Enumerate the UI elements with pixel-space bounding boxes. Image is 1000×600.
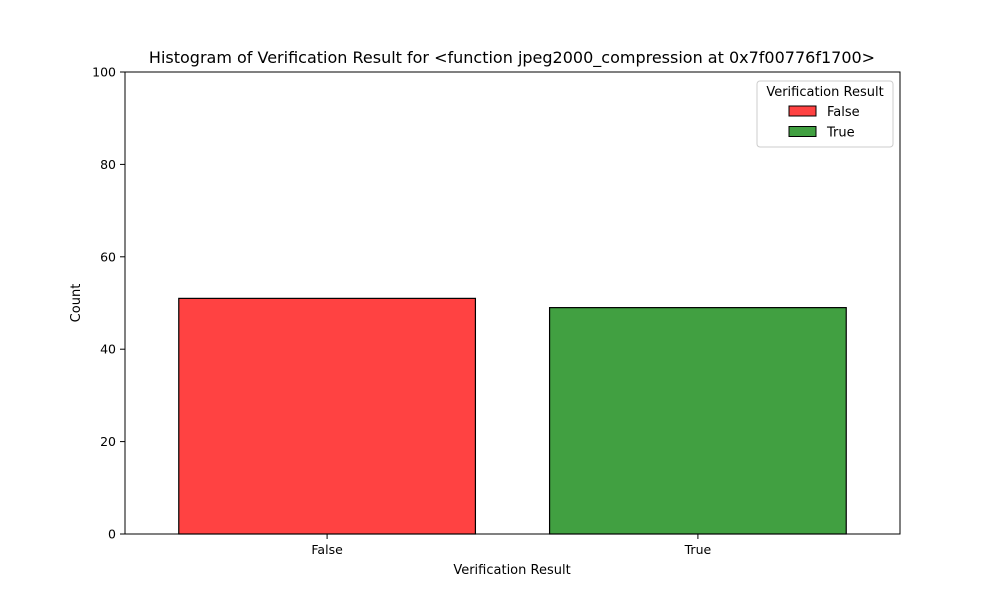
legend-swatch-false	[788, 105, 817, 117]
y-tick-label: 80	[100, 157, 116, 172]
y-axis-label: Count	[69, 284, 84, 323]
legend-label-true: True	[826, 126, 855, 141]
bar-true	[548, 307, 847, 535]
bars-layer	[178, 297, 847, 535]
chart-title: Histogram of Verification Result for <fu…	[149, 48, 875, 68]
legend-swatch-true	[788, 126, 817, 137]
y-tick-label: 20	[100, 434, 116, 449]
legend-label-false: False	[827, 105, 860, 120]
y-axis: 0 20 40 60 80 100	[92, 65, 125, 542]
plot-frame	[124, 71, 901, 535]
x-tick-label: False	[311, 542, 343, 557]
x-tick-label: True	[684, 542, 712, 557]
legend-entries: False True	[788, 105, 860, 141]
legend-title: Verification Result	[766, 85, 883, 100]
y-tick-label: 0	[108, 527, 116, 542]
y-tick-label: 100	[92, 65, 116, 80]
y-tick-label: 40	[100, 342, 116, 357]
bar-false	[178, 297, 477, 535]
legend: Verification Result False True	[756, 80, 894, 148]
x-axis-label: Verification Result	[453, 563, 570, 578]
x-axis: False True	[311, 534, 711, 557]
y-tick-label: 60	[100, 249, 116, 264]
